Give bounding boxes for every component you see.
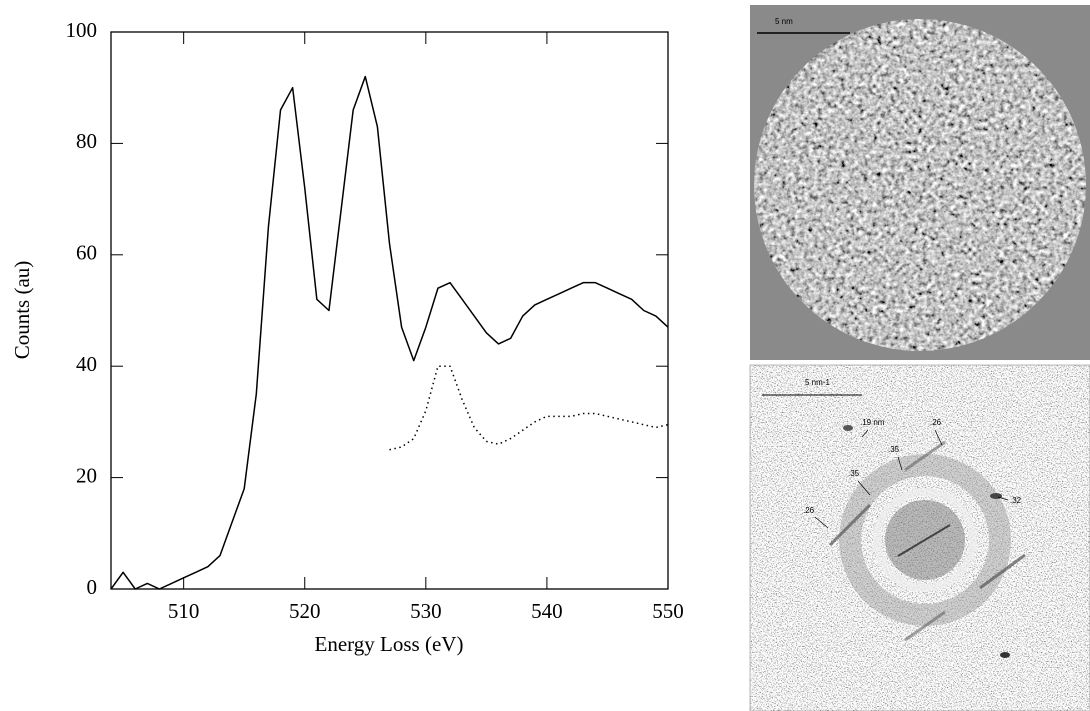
leader — [861, 429, 869, 438]
x-tick-label: 550 — [652, 599, 684, 623]
line-series — [389, 365, 669, 451]
leader — [857, 480, 871, 496]
x-tick-label: 510 — [168, 599, 200, 623]
d-spacing-label: .32 — [1010, 496, 1022, 505]
line-series — [110, 75, 669, 590]
y-tick-label: 80 — [76, 129, 97, 153]
streak — [897, 524, 951, 557]
streak — [904, 610, 946, 642]
inner-ring — [873, 488, 977, 592]
scale-label: 5 nm — [775, 17, 793, 26]
streak — [904, 440, 946, 472]
leader — [897, 456, 903, 471]
micrograph-image — [754, 19, 1086, 351]
x-axis-label: Energy Loss (eV) — [315, 632, 464, 656]
plot-frame — [110, 31, 669, 590]
d-spacing-label: .26 — [803, 506, 815, 515]
d-spacing-label: .26 — [930, 418, 942, 427]
y-tick-label: 60 — [76, 241, 97, 265]
y-tick-label: 40 — [76, 352, 97, 376]
streak — [979, 553, 1026, 590]
streak — [828, 503, 872, 547]
diffraction-panel: 5 nm-1 .19 nm .26 .35 .35 .26 .32 — [749, 364, 1090, 711]
micrograph-panel: 5 nm — [750, 5, 1090, 360]
d-spacing-label: .35 — [888, 445, 900, 454]
x-tick-label: 520 — [289, 599, 321, 623]
y-axis-label: Counts (au) — [10, 261, 34, 360]
outer-ring — [839, 454, 1011, 626]
d-spacing-label: .19 nm — [860, 418, 885, 427]
leader — [934, 429, 943, 446]
x-tick-label: 540 — [531, 599, 563, 623]
x-tick-label: 530 — [410, 599, 442, 623]
y-tick-label: 100 — [66, 18, 98, 42]
spot — [843, 425, 853, 431]
leader — [814, 516, 829, 529]
spot — [1000, 652, 1010, 658]
diffraction-pattern — [828, 425, 1026, 658]
y-tick-label: 0 — [87, 575, 98, 599]
leader — [997, 496, 1009, 501]
spot — [990, 493, 1002, 499]
y-tick-label: 20 — [76, 463, 97, 487]
scale-label: 5 nm-1 — [805, 378, 830, 387]
d-spacing-label: .35 — [848, 469, 860, 478]
